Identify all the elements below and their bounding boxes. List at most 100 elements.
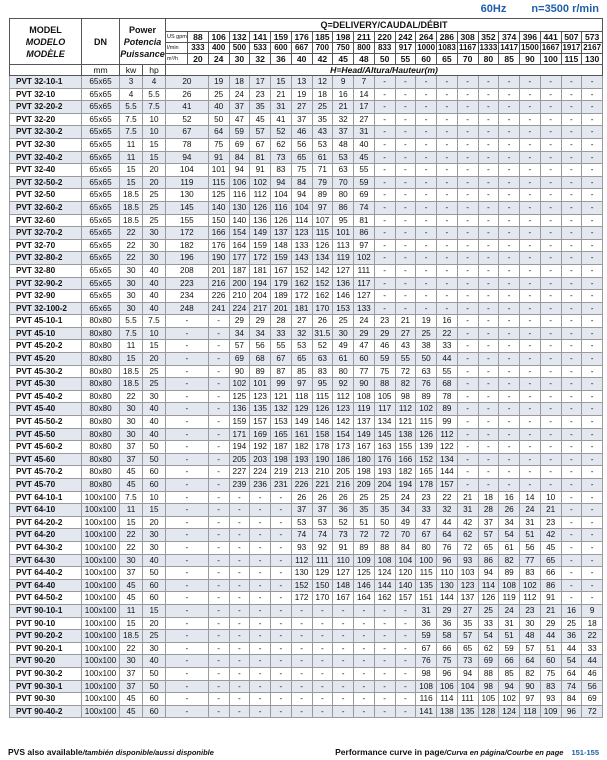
head-cell: 186 <box>332 452 354 467</box>
head-cell: 67 <box>415 641 437 656</box>
head-cell: - <box>477 125 500 139</box>
head-cell: - <box>498 125 520 139</box>
head-cell: - <box>477 200 500 215</box>
dn-cell: 80x80 <box>81 364 120 379</box>
hp-cell: 5.5 <box>142 87 166 102</box>
table-row: PVT 32-80 65x65 30 40 208 201 187 181 167 152 142 1… <box>9 263 603 278</box>
head-cell: 33 <box>270 326 292 341</box>
spec-header: 60Hz n=3500 r/min <box>459 3 599 16</box>
head-cell: 33 <box>477 616 500 631</box>
head-cell: 44 <box>436 515 458 530</box>
head-cell: 111 <box>353 263 375 278</box>
head-cell: 111 <box>311 553 334 568</box>
head-cell: - <box>394 200 417 215</box>
head-cell: 75 <box>436 654 458 668</box>
head-cell: 187 <box>270 440 292 454</box>
head-cell: 25 <box>332 314 354 328</box>
head-cell: 29 <box>539 616 562 631</box>
head-cell: - <box>477 289 500 303</box>
dn-cell: 80x80 <box>81 339 120 354</box>
pvs-note: PVS also available/también disponible/au… <box>8 747 214 757</box>
table-row: PVT 32-60-2 65x65 18.5 25 145 140 130 126 116 104… <box>9 200 603 215</box>
head-cell: 196 <box>165 251 209 265</box>
head-cell: - <box>519 163 541 177</box>
head-cell: - <box>498 402 520 417</box>
gpm-value: 220 <box>373 31 396 43</box>
curve-pages-link[interactable]: 151-155 <box>571 748 599 757</box>
head-cell: 31.5 <box>311 326 334 341</box>
head-cell: - <box>456 150 479 165</box>
head-cell: 48 <box>332 137 354 152</box>
head-cell: - <box>456 238 479 253</box>
head-cell: 208 <box>165 263 209 278</box>
m3h-value: 130 <box>581 53 603 65</box>
head-cell: 22 <box>436 326 458 341</box>
dn-cell: 80x80 <box>81 465 120 479</box>
head-cell: - <box>498 87 520 102</box>
head-cell: 57 <box>456 629 479 643</box>
head-cell: 153 <box>332 301 354 316</box>
head-cell: 65 <box>539 553 562 568</box>
head-cell: 103 <box>456 566 479 580</box>
table-row: PVT 64-40-2 100x100 37 50- - - - -130 129 127 125 1… <box>9 566 603 580</box>
head-cell: - <box>394 100 417 114</box>
head-cell: 180 <box>353 452 375 467</box>
head-cell: 204 <box>249 289 271 303</box>
head-cell: 21 <box>539 603 562 618</box>
head-cell: 37 <box>290 112 313 127</box>
head-cell: 117 <box>353 276 375 291</box>
hp-cell: 40 <box>142 553 166 568</box>
head-cell: 130 <box>165 188 209 202</box>
kw-cell: 45 <box>119 692 143 706</box>
blank-cell <box>9 64 82 76</box>
head-cell: - <box>581 465 603 479</box>
head-cell: - <box>207 339 230 354</box>
head-cell: - <box>539 137 562 152</box>
head-cell: - <box>415 251 437 265</box>
head-cell: - <box>270 566 292 580</box>
head-cell: 127 <box>353 289 375 303</box>
head-cell: 26 <box>332 490 354 505</box>
head-cell: - <box>560 75 583 89</box>
dn-cell: 100x100 <box>81 679 120 694</box>
head-cell: - <box>498 150 520 165</box>
head-cell: - <box>477 301 500 316</box>
head-cell: 26 <box>165 87 209 102</box>
head-cell: 121 <box>394 415 417 429</box>
head-cell: - <box>207 629 230 643</box>
head-cell: - <box>270 616 292 631</box>
head-cell: 29 <box>353 326 375 341</box>
head-cell: 112 <box>519 591 541 605</box>
head-cell: 29 <box>228 314 251 328</box>
head-cell: 9 <box>581 603 603 618</box>
hp-cell: 25 <box>142 364 166 379</box>
head-cell: 26 <box>311 490 334 505</box>
head-cell: 66 <box>539 566 562 580</box>
model-cell: PVT 32-10 <box>9 87 82 102</box>
head-cell: 105 <box>477 692 500 706</box>
head-cell: - <box>581 402 603 417</box>
head-cell: 157 <box>394 591 417 605</box>
head-cell: - <box>498 389 520 404</box>
head-cell: 66 <box>498 654 520 668</box>
head-cell: 105 <box>373 389 396 404</box>
dn-cell: 65x65 <box>81 263 120 278</box>
hp-cell: 60 <box>142 591 166 605</box>
head-cell: - <box>394 654 417 668</box>
head-cell: - <box>519 465 541 479</box>
lmin-value: 833 <box>373 42 396 54</box>
table-row: PVT 64-30-2 100x100 22 30- - - - -93 92 91 89 88 84 8… <box>9 540 603 555</box>
head-cell: - <box>560 125 583 139</box>
head-cell: - <box>560 163 583 177</box>
head-cell: - <box>456 112 479 127</box>
model-cell: PVT 90-30 <box>9 692 82 706</box>
model-cell: PVT 45-10 <box>9 326 82 341</box>
head-cell: - <box>456 339 479 354</box>
hp-cell: 20 <box>142 163 166 177</box>
head-cell: - <box>581 503 603 517</box>
table-row: PVT 32-60 65x65 18.5 25 155 150 140 136 126 114 10… <box>9 213 603 228</box>
head-cell: - <box>498 478 520 492</box>
head-cell: - <box>581 213 603 228</box>
head-cell: - <box>332 616 354 631</box>
head-cell: 35 <box>311 112 334 127</box>
